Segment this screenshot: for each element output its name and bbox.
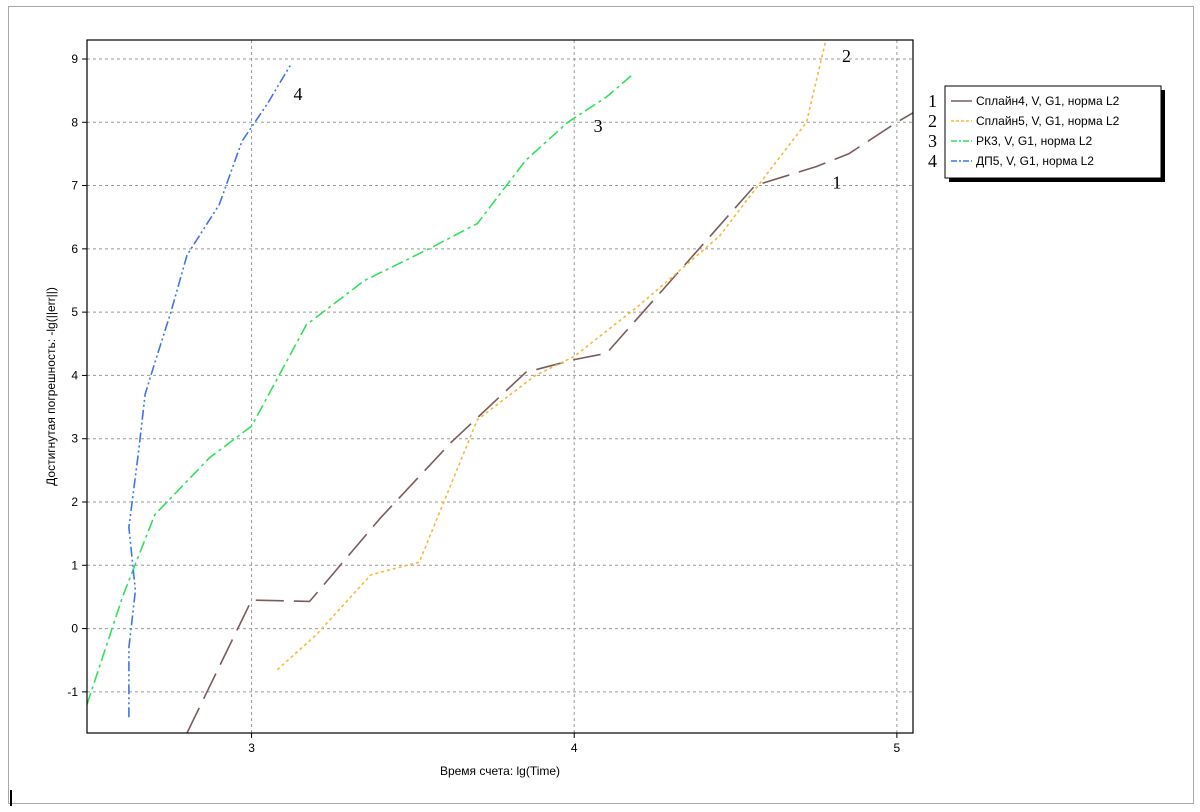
text-cursor-mark (10, 790, 12, 806)
y-tick-label: 9 (71, 52, 78, 66)
legend-number: 1 (928, 91, 937, 111)
grid-layer (87, 40, 913, 733)
x-tick-label: 3 (248, 741, 255, 755)
x-tick-label: 4 (571, 741, 578, 755)
series-line-1 (186, 112, 913, 733)
plot-border (86, 39, 914, 734)
y-tick-label: 4 (71, 368, 78, 382)
plot-area: 1 2 3 4 (86, 39, 914, 734)
legend-number: 2 (928, 111, 937, 131)
legend-label: Сплайн5, V, G1, норма L2 (976, 114, 1120, 128)
legend-number: 3 (928, 131, 937, 151)
curve-number-label: 1 (832, 173, 841, 193)
y-tick-label: 1 (71, 558, 78, 572)
legend-label: ДП5, V, G1, норма L2 (976, 154, 1094, 168)
y-axis-title: Достигнутая погрешность: -lg(||err||) (44, 287, 58, 486)
tick-layer: 3 4 5 -1 0 1 2 3 4 5 6 7 8 9 (67, 52, 900, 755)
y-tick-label: 7 (71, 179, 78, 193)
series-line-3 (87, 74, 633, 705)
legend: 1 Сплайн4, V, G1, норма L2 2 Сплайн5, V, G1… (928, 85, 1165, 182)
curve-number-label: 4 (294, 84, 303, 104)
x-axis-title: Время счета: lg(Time) (440, 764, 560, 778)
legend-label: РК3, V, G1, норма L2 (976, 134, 1092, 148)
y-tick-label: 5 (71, 305, 78, 319)
y-tick-label: 8 (71, 115, 78, 129)
series-line-2 (276, 40, 827, 671)
curve-number-label: 2 (842, 46, 851, 66)
legend-number: 4 (928, 151, 937, 171)
y-tick-label: -1 (67, 685, 78, 699)
curve-number-label: 3 (594, 116, 603, 136)
curve-number-layer: 1 2 3 4 (294, 46, 852, 193)
x-tick-label: 5 (894, 741, 901, 755)
y-tick-label: 0 (71, 622, 78, 636)
plot-background (87, 40, 913, 733)
y-tick-label: 6 (71, 242, 78, 256)
series-layer (87, 40, 913, 733)
legend-box (944, 85, 1162, 179)
legend-label: Сплайн4, V, G1, норма L2 (976, 94, 1120, 108)
y-tick-label: 3 (71, 432, 78, 446)
y-tick-label: 2 (71, 495, 78, 509)
